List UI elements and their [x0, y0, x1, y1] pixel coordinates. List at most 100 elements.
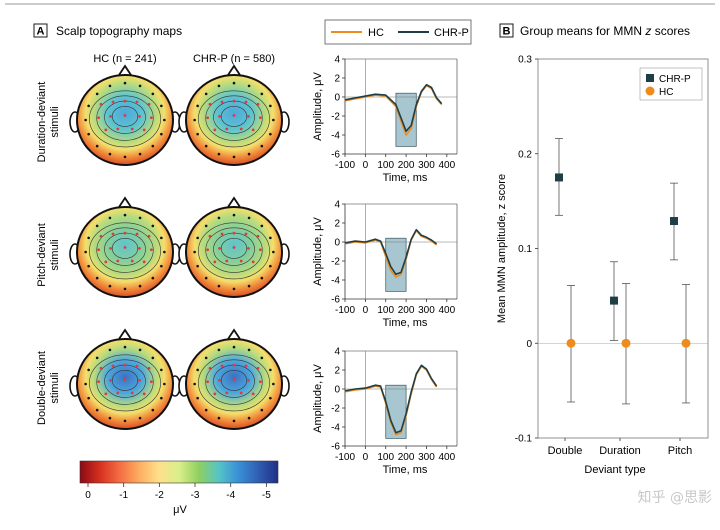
erp-x-tick-label: 300 — [418, 305, 435, 316]
scalp-contour — [220, 106, 248, 127]
electrode-significant — [123, 114, 127, 117]
electrode-significant — [150, 116, 153, 120]
erp-x-label: Time, ms — [383, 172, 428, 184]
electrode — [160, 132, 163, 136]
electrode-significant — [244, 364, 248, 368]
electrode — [84, 250, 87, 254]
erp-y-label: Amplitude, μV — [312, 363, 324, 432]
mmn-legend-swatch — [645, 86, 655, 96]
electrode — [247, 348, 251, 352]
electrode — [269, 132, 272, 136]
erp-x-tick-label: 0 — [363, 305, 369, 316]
mmn-legend-label: HC — [659, 87, 673, 98]
scalp-head — [76, 206, 174, 298]
electrode — [87, 264, 90, 268]
electrode-significant — [232, 246, 236, 249]
electrode — [123, 345, 127, 349]
electrode — [260, 92, 264, 96]
electrode — [204, 144, 208, 148]
row-label-pitch-line2: stimuli — [49, 239, 61, 270]
mmn-y-tick-label: 0.1 — [518, 244, 532, 255]
electrode — [151, 276, 155, 280]
electrode — [138, 416, 142, 420]
electrode — [232, 419, 236, 423]
electrode-significant — [213, 392, 217, 396]
scalp-contour — [205, 227, 263, 273]
scalp-map — [178, 196, 290, 298]
electrode — [217, 152, 221, 156]
electrode — [87, 396, 90, 400]
electrode-significant — [220, 232, 224, 236]
electrode — [217, 284, 221, 288]
electrode — [151, 224, 155, 228]
electrode-significant — [259, 116, 262, 120]
erp-x-tick-label: 200 — [398, 305, 415, 316]
electrode-significant — [218, 379, 222, 382]
electrode — [108, 348, 112, 352]
scalp-head — [76, 74, 174, 166]
electrode — [84, 382, 87, 386]
erp-plot: 4 2 0 -2 -4 -6-100 0 100 200 300 400 Time, ms Amplit… — [312, 55, 458, 184]
scalp-contour — [96, 359, 154, 405]
electrode-significant — [109, 247, 112, 250]
electrode — [196, 236, 199, 240]
electrode — [247, 84, 251, 88]
electrode-significant — [147, 366, 151, 370]
scalp-contour — [89, 354, 161, 412]
mmn-y-tick-label: 0.3 — [518, 55, 532, 66]
electrode-significant — [218, 247, 222, 250]
electrode — [138, 216, 142, 220]
electrode — [217, 84, 221, 88]
electrode — [260, 224, 264, 228]
scalp-head — [185, 74, 283, 166]
colorbar-tick-label: -1 — [119, 490, 128, 501]
erp-legend-hc: HC — [368, 27, 384, 39]
colorbar-tick-label: -5 — [262, 490, 271, 501]
scalp-head — [185, 206, 283, 298]
electrode-significant — [239, 391, 243, 395]
scalp-contour — [220, 370, 248, 391]
electrode-significant — [104, 128, 108, 132]
erp-y-tick-label: 2 — [334, 219, 340, 230]
electrode — [272, 250, 275, 254]
electrode-significant — [208, 102, 212, 106]
scalp-head — [185, 338, 283, 430]
electrode-significant — [138, 379, 141, 382]
mmn-window — [385, 237, 407, 292]
electrode-significant — [111, 232, 115, 236]
erp-x-tick-label: 400 — [438, 452, 455, 463]
colorbar-tick-label: 0 — [85, 490, 91, 501]
panel-b-badge-box — [499, 23, 514, 38]
electrode — [160, 368, 163, 372]
erp-y-tick-label: -6 — [331, 150, 340, 161]
scalp-contour — [96, 95, 154, 141]
row-label-double-line1: Double-deviant — [36, 351, 48, 425]
scalp-contour — [198, 354, 270, 412]
electrode-significant — [116, 127, 120, 131]
scalp-contour — [111, 106, 139, 127]
scalp-contour — [198, 222, 270, 280]
erp-plot: 4 2 0 -2 -4 -6-100 0 100 200 300 400 Time, ms Amplit… — [312, 200, 458, 329]
erp-x-label: Time, ms — [383, 464, 428, 476]
panel-b-title: Group means for MMN z scores — [520, 24, 690, 38]
electrode — [260, 276, 264, 280]
electrode — [217, 416, 221, 420]
erp-x-tick-label: 300 — [418, 452, 435, 463]
electrode-significant — [251, 128, 255, 132]
electrode — [232, 287, 236, 291]
electrode-significant — [130, 259, 134, 263]
electrode — [163, 250, 166, 254]
mmn-x-tick-label: Pitch — [668, 445, 692, 457]
mmn-window — [395, 92, 417, 147]
erp-x-tick-label: 100 — [377, 452, 394, 463]
erp-series-hc — [344, 84, 443, 136]
erp-y-tick-label: -2 — [331, 257, 340, 268]
electrode — [108, 84, 112, 88]
scalp-contour — [205, 359, 263, 405]
erp-y-tick-label: -2 — [331, 112, 340, 123]
erp-y-tick-label: -4 — [331, 131, 340, 142]
colorbar-tick-label: -3 — [191, 490, 200, 501]
electrode-significant — [218, 115, 222, 118]
electrode — [272, 118, 275, 122]
